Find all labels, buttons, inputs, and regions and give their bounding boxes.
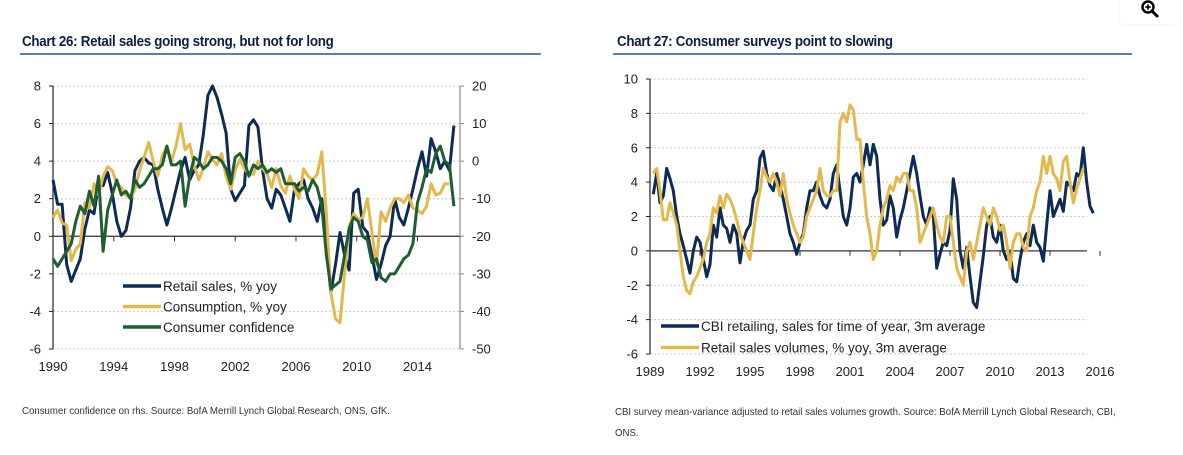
series-line-2 — [652, 103, 1085, 296]
legend-label-1: CBI retailing, sales for time of year, 3… — [701, 319, 985, 334]
y-tick-label: -6 — [29, 342, 41, 357]
y2-tick-label: -20 — [472, 229, 491, 244]
y-tick-label: -4 — [29, 304, 41, 319]
x-tick-label: 2001 — [836, 364, 865, 379]
chart-26-title: Chart 26: Retail sales going strong, but… — [22, 34, 334, 50]
y-tick-label: -4 — [626, 312, 638, 327]
x-tick-label: 2002 — [221, 359, 250, 374]
y-tick-label: -2 — [626, 278, 638, 293]
y-tick-label: -2 — [29, 266, 41, 281]
y2-tick-label: -10 — [472, 191, 491, 206]
zoom-in-icon — [1141, 0, 1159, 18]
x-tick-label: 2006 — [282, 359, 311, 374]
y-tick-label: 8 — [631, 106, 638, 121]
series-line-1 — [651, 142, 1095, 310]
y2-tick-label: 20 — [472, 79, 486, 94]
y-tick-label: 0 — [34, 229, 41, 244]
chart-26-source-note: Consumer confidence on rhs. Source: BofA… — [22, 405, 390, 417]
y-tick-label: 4 — [34, 154, 41, 169]
y-tick-label: 6 — [631, 140, 638, 155]
y-tick-label: 0 — [631, 243, 638, 258]
x-tick-label: 1992 — [686, 364, 715, 379]
y2-tick-label: 0 — [472, 154, 479, 169]
x-tick-label: 1998 — [160, 359, 189, 374]
x-tick-label: 2016 — [1086, 364, 1115, 379]
x-tick-label: 2014 — [403, 359, 432, 374]
legend-label-2: Retail sales volumes, % yoy, 3m average — [701, 341, 947, 356]
x-tick-label: 2007 — [936, 364, 965, 379]
y2-tick-label: 10 — [472, 116, 486, 131]
legend-label-2: Consumption, % yoy — [163, 300, 287, 315]
legend-label-1: Retail sales, % yoy — [163, 279, 277, 294]
y-tick-label: 6 — [34, 116, 41, 131]
y-tick-label: 2 — [34, 191, 41, 206]
y-tick-label: 8 — [34, 79, 41, 94]
zoom-button[interactable] — [1120, 0, 1180, 24]
x-tick-label: 1989 — [636, 364, 665, 379]
x-tick-label: 1990 — [39, 359, 68, 374]
legend-label-3: Consumer confidence — [163, 320, 294, 335]
y-tick-label: 4 — [631, 175, 638, 190]
y-tick-label: 10 — [624, 72, 638, 87]
x-tick-label: 2013 — [1036, 364, 1065, 379]
y2-tick-label: -50 — [472, 342, 491, 357]
x-tick-label: 1998 — [786, 364, 815, 379]
x-tick-label: 2010 — [986, 364, 1015, 379]
series-line-3 — [51, 144, 456, 291]
x-tick-label: 2010 — [342, 359, 371, 374]
y-tick-label: 2 — [631, 209, 638, 224]
y2-tick-label: -40 — [472, 304, 491, 319]
chart-26-title-rule — [20, 53, 541, 55]
series-line-1 — [51, 84, 456, 295]
chart-27-title-rule — [613, 53, 1132, 55]
x-tick-label: 1995 — [736, 364, 765, 379]
chart-27-source-note: CBI survey mean-variance adjusted to ret… — [615, 406, 1116, 439]
y2-tick-label: -30 — [472, 266, 491, 281]
chart-27-title: Chart 27: Consumer surveys point to slow… — [617, 34, 893, 50]
x-tick-label: 1994 — [99, 359, 128, 374]
chart-27-plot: -6 -4 -2 0 2 4 6 8 10 1989 1992 1995 1998 2001 2004 200… — [624, 72, 1115, 380]
x-tick-label: 2004 — [886, 364, 915, 379]
y-tick-label: -6 — [626, 347, 638, 362]
